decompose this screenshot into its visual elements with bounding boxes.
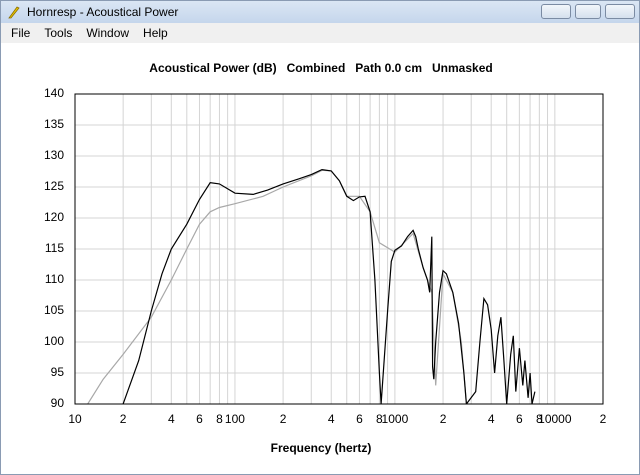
plot-lines [87,168,536,404]
close-button[interactable] [605,4,635,19]
y-tick-label: 140 [44,86,64,100]
chart: Acoustical Power (dB) Combined Path 0.0 … [44,61,607,455]
y-tick-label: 100 [44,334,64,348]
app-icon [8,6,20,19]
x-tick-label: 10000 [538,412,572,426]
x-tick-label: 4 [168,412,175,426]
y-tick-label: 125 [44,179,64,193]
menu-item[interactable]: Help [143,26,168,40]
minimize-button[interactable] [541,4,571,19]
y-tick-label: 90 [51,396,65,410]
x-tick-label: 10 [68,412,82,426]
y-tick-label: 105 [44,303,64,317]
chart-title: Acoustical Power (dB) Combined Path 0.0 … [149,61,492,75]
series-line [122,168,536,404]
x-tick-label: 6 [196,412,203,426]
x-tick-label: 2 [600,412,607,426]
menu-item[interactable]: Window [86,26,130,40]
y-tick-label: 120 [44,210,64,224]
x-tick-label: 8 [536,412,543,426]
y-tick-label: 130 [44,148,64,162]
x-tick-label: 2 [440,412,447,426]
menu-item[interactable]: File [11,26,31,40]
x-tick-label: 6 [356,412,363,426]
plot-frame [74,93,604,405]
title-bar: Hornresp - Acoustical Power [1,1,639,23]
x-tick-label: 6 [516,412,523,426]
x-tick-label: 4 [488,412,495,426]
menu-item[interactable]: Tools [44,26,73,40]
x-tick-label: 1000 [382,412,409,426]
menu-bar: File Tools Window Help [1,23,639,43]
window-title: Hornresp - Acoustical Power [27,5,179,19]
x-axis-label: Frequency (hertz) [271,441,372,455]
y-tick-label: 115 [45,241,64,255]
y-tick-label: 135 [44,117,64,131]
x-tick-label: 4 [328,412,335,426]
x-tick-label: 2 [120,412,127,426]
x-tick-label: 8 [376,412,383,426]
maximize-button[interactable] [575,4,601,19]
x-tick-label: 8 [216,412,223,426]
y-tick-label: 95 [51,365,65,379]
x-tick-label: 2 [280,412,287,426]
y-tick-label: 110 [45,272,64,286]
x-tick-label: 100 [225,412,245,426]
